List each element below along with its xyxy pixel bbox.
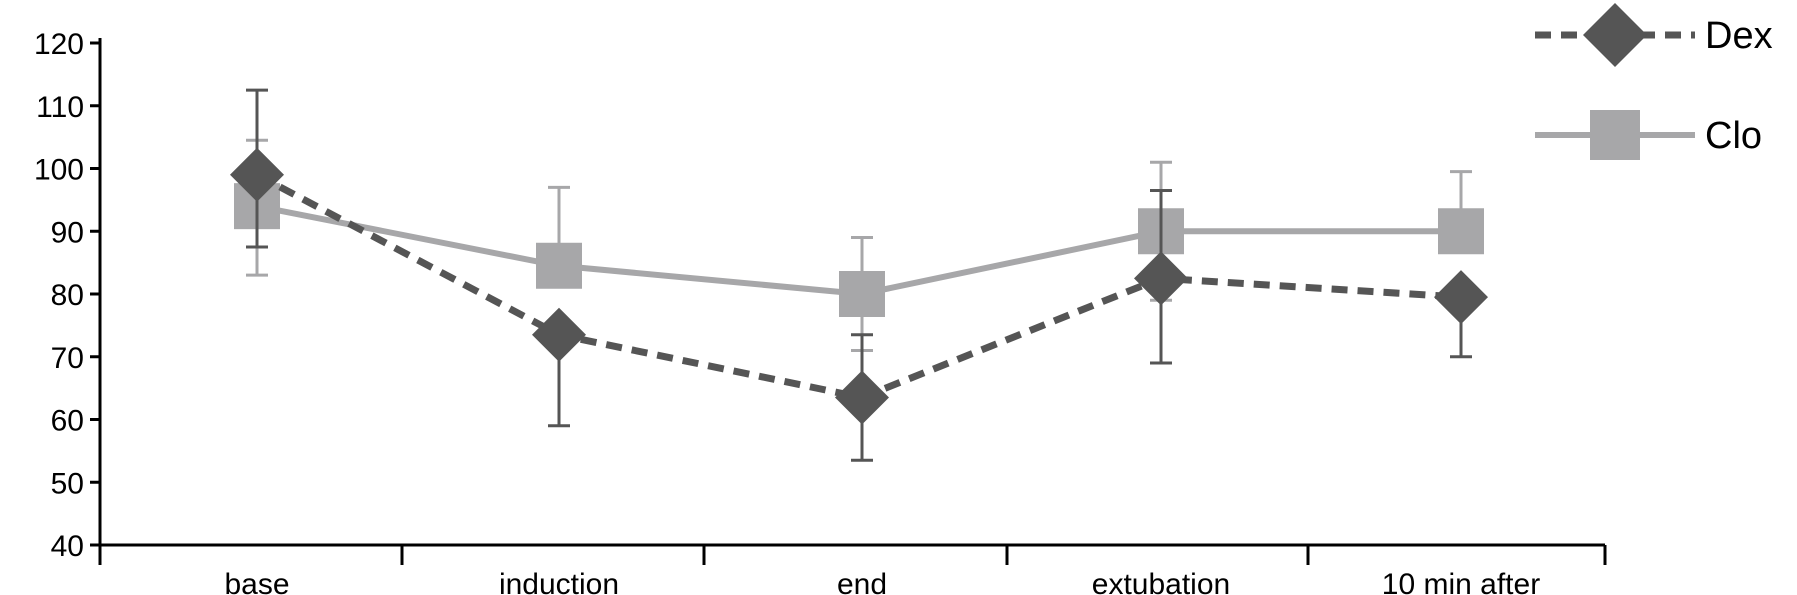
y-tick-label: 110	[36, 91, 84, 124]
y-tick-label: 120	[34, 28, 84, 61]
legend-item-clo: Clo	[1535, 110, 1762, 160]
data-point-square	[839, 271, 885, 317]
legend-marker-diamond	[1583, 3, 1647, 67]
series-dex	[230, 88, 1488, 462]
x-tick-label: extubation	[1092, 568, 1230, 595]
data-point-diamond	[532, 307, 586, 362]
y-tick-label: 100	[34, 154, 84, 187]
legend-label: Dex	[1705, 15, 1773, 57]
data-point-diamond	[1434, 270, 1488, 325]
y-tick-label: 80	[51, 279, 84, 312]
axis-ticks: 40 50 60 70 80 90 100 110 120 base induction end ext…	[34, 28, 1607, 595]
data-point-diamond	[835, 370, 889, 425]
x-tick-label: end	[837, 568, 887, 595]
legend: Dex Clo	[1535, 3, 1773, 160]
legend-marker-square	[1590, 110, 1640, 160]
y-tick-label: 40	[51, 530, 84, 563]
data-point-diamond	[230, 147, 284, 202]
series-layer	[230, 88, 1488, 462]
legend-item-dex: Dex	[1535, 3, 1773, 67]
y-tick-label: 50	[51, 467, 84, 500]
x-tick-label: induction	[499, 568, 619, 595]
data-point-square	[1438, 208, 1484, 255]
x-tick-label: 10 min after	[1382, 568, 1540, 595]
data-point-diamond	[1134, 251, 1188, 306]
axes	[98, 38, 1605, 547]
y-tick-label: 60	[51, 405, 84, 438]
y-tick-label: 70	[51, 342, 84, 375]
data-point-square	[536, 242, 582, 289]
series-clo	[234, 138, 1484, 352]
x-tick-label: base	[224, 568, 289, 595]
y-tick-label: 90	[51, 216, 84, 249]
legend-label: Clo	[1705, 115, 1762, 157]
